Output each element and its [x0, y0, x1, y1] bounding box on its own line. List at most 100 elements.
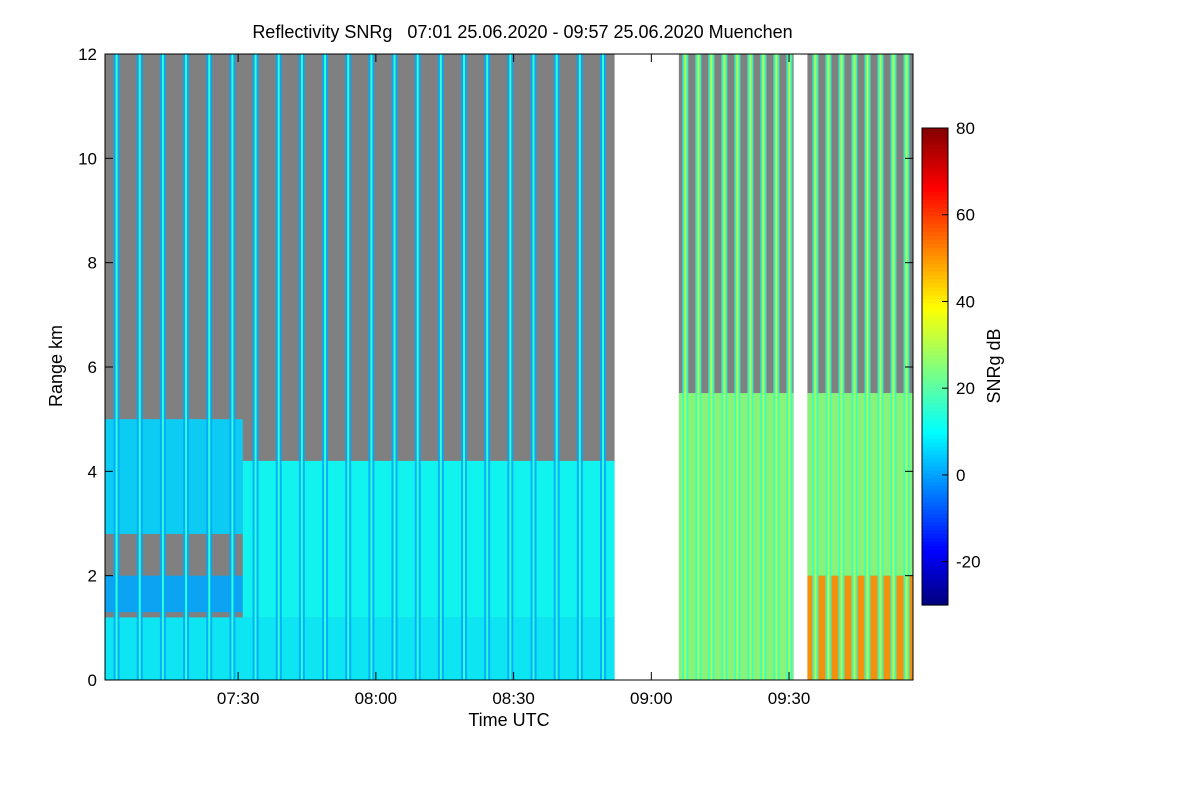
colorbar-swatch [922, 541, 948, 546]
colorbar-swatch [922, 398, 948, 403]
snr-region-0 [105, 419, 243, 534]
colorbar-title: SNRg dB [984, 328, 1004, 403]
y-tick-label: 8 [88, 254, 97, 273]
scan-spike-core [892, 54, 895, 680]
colorbar: -20 0 20 40 60 80 [921, 119, 981, 606]
colorbar-swatch [922, 330, 948, 336]
colorbar-swatch [922, 306, 948, 312]
scan-spike-core [532, 54, 535, 680]
colorbar-swatch [922, 573, 948, 578]
colorbar-tick-label: 0 [956, 466, 965, 485]
colorbar-swatch [922, 485, 948, 491]
colorbar-swatch [922, 457, 948, 463]
colorbar-swatch [922, 489, 948, 495]
snr-region-5 [807, 575, 913, 680]
colorbar-swatch [922, 207, 948, 213]
colorbar-swatch [922, 215, 948, 221]
colorbar-swatch [922, 314, 948, 320]
colorbar-swatch [922, 326, 948, 332]
scan-spike-core [602, 54, 605, 680]
colorbar-swatch [922, 147, 948, 153]
colorbar-swatch [922, 247, 948, 252]
colorbar-swatch [922, 585, 948, 590]
x-tick-label: 07:30 [217, 689, 260, 708]
colorbar-swatch [922, 287, 948, 292]
colorbar-swatch [922, 410, 948, 415]
y-tick-label: 10 [78, 149, 97, 168]
scan-spike-core [578, 54, 581, 680]
colorbar-swatch [922, 243, 948, 248]
scan-spike-core [555, 54, 558, 680]
colorbar-swatch [922, 537, 948, 542]
colorbar-swatch [922, 442, 948, 447]
colorbar-swatch [922, 597, 948, 602]
scan-spike-core [788, 54, 791, 680]
scan-spike-core [814, 54, 817, 680]
colorbar-swatch [922, 581, 948, 586]
colorbar-swatch [922, 294, 948, 300]
colorbar-swatch [922, 171, 948, 177]
colorbar-swatch [922, 557, 948, 562]
colorbar-swatch [922, 183, 948, 189]
scan-spike-core [115, 54, 118, 680]
scan-spike-core [208, 54, 211, 680]
colorbar-tick-label: 20 [956, 379, 975, 398]
colorbar-swatch [922, 422, 948, 427]
scan-spike-core [161, 54, 164, 680]
colorbar-swatch [922, 139, 948, 145]
colorbar-swatch [922, 167, 948, 173]
y-tick-label: 0 [88, 671, 97, 690]
colorbar-swatch [922, 549, 948, 554]
chart-title: Reflectivity SNRg 07:01 25.06.2020 - 09:… [252, 22, 793, 42]
colorbar-swatch [922, 275, 948, 280]
colorbar-swatch [922, 231, 948, 236]
colorbar-swatch [922, 187, 948, 193]
colorbar-swatch [922, 251, 948, 256]
colorbar-swatch [922, 477, 948, 483]
snr-region-6 [807, 393, 913, 576]
colorbar-swatch [922, 402, 948, 407]
scan-spike-core [749, 54, 752, 680]
colorbar-swatch [922, 191, 948, 197]
colorbar-tick-label: 80 [956, 119, 975, 138]
colorbar-swatch [922, 394, 948, 399]
scan-spike-core [486, 54, 489, 680]
colorbar-swatch [922, 255, 948, 260]
scan-spike-core [840, 54, 843, 680]
colorbar-swatch [922, 593, 948, 598]
scan-spike-core [347, 54, 350, 680]
colorbar-swatch [922, 529, 948, 535]
axes: 0 2 4 6 8 10 12 07:30 08:00 08:30 09:00 09:30 [78, 45, 913, 708]
colorbar-swatch [922, 143, 948, 149]
colorbar-swatch [922, 175, 948, 181]
colorbar-swatch [922, 358, 948, 364]
colorbar-swatch [922, 406, 948, 411]
colorbar-swatch [922, 493, 948, 499]
scan-spike-core [827, 54, 830, 680]
colorbar-frame [921, 127, 949, 606]
colorbar-swatch [922, 465, 948, 471]
colorbar-swatch [922, 298, 948, 304]
colorbar-swatch [922, 553, 948, 558]
colorbar-swatch [922, 219, 948, 224]
colorbar-swatch [922, 577, 948, 582]
x-tick-label: 09:00 [630, 689, 673, 708]
colorbar-swatch [922, 155, 948, 161]
scan-spike-core [300, 54, 303, 680]
colorbar-swatch [922, 227, 948, 232]
scan-spike-core [684, 54, 687, 680]
colorbar-swatch [922, 382, 948, 387]
colorbar-swatch [922, 453, 948, 459]
scan-spike-core [439, 54, 442, 680]
scan-spike-core [138, 54, 141, 680]
y-tick-label: 6 [88, 358, 97, 377]
colorbar-swatch [922, 203, 948, 209]
data-gap-1 [793, 54, 808, 680]
colorbar-swatch [922, 151, 948, 157]
colorbar-swatch [922, 259, 948, 264]
scan-spike-core [416, 54, 419, 680]
colorbar-tick-label: 60 [956, 206, 975, 225]
scan-spike-core [231, 54, 234, 680]
colorbar-swatch [922, 374, 948, 380]
